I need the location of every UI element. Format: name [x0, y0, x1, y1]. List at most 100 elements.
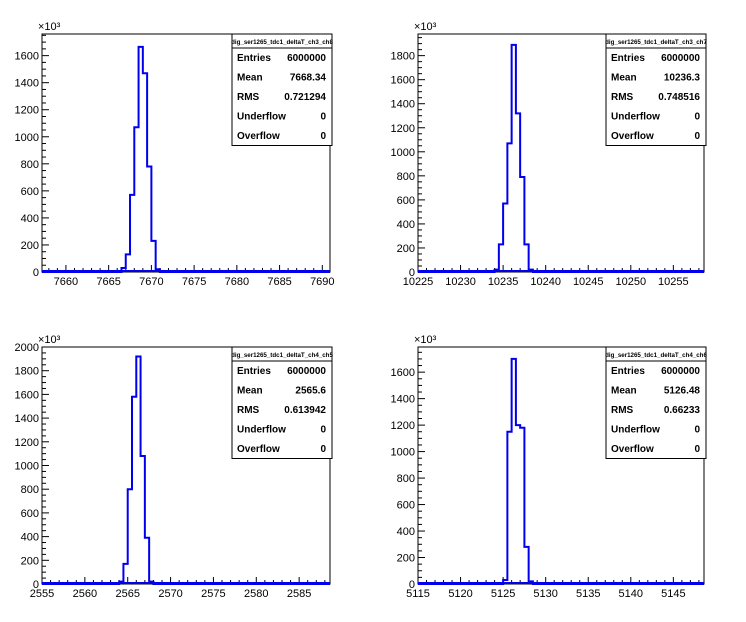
x-tick-label: 10235 [488, 276, 519, 288]
stats-box-frame [605, 33, 707, 146]
y-tick-label: 800 [397, 473, 415, 485]
stats-box-frame [605, 346, 707, 459]
y-tick-label: 0 [409, 267, 415, 279]
stats-label: Entries [237, 366, 271, 377]
y-tick-label: 2000 [15, 342, 39, 354]
y-tick-label: 1000 [15, 132, 39, 144]
y-tick-label: 1600 [391, 367, 415, 379]
x-tick-label: 7680 [225, 276, 249, 288]
x-tick-label: 2555 [30, 588, 54, 600]
stats-value: 0 [694, 425, 700, 436]
stats-value: 6000000 [287, 366, 326, 377]
y-tick-label: 1400 [391, 394, 415, 406]
histogram-pad-1: 7660 7665 7670 7675 7680 7685 7690 0 200 400 600 80… [15, 21, 335, 288]
histogram-pad-4: 5115 5120 5125 5130 5135 5140 5145 0 200 400 600 80… [391, 334, 708, 600]
x-tick-label: 7670 [139, 276, 163, 288]
stats-value: 6000000 [661, 53, 700, 64]
stats-label: RMS [611, 405, 634, 416]
stats-value: 0 [694, 112, 700, 123]
x-tick-label: 7665 [96, 276, 120, 288]
stats-box-title: dig_ser1265_tdc1_deltaT_ch3_ch7 [605, 39, 707, 46]
stats-box: dig_ser1265_tdc1_deltaT_ch3_ch7 Entries 60… [605, 33, 707, 146]
stats-value: 0 [320, 444, 326, 455]
x-tick-label: 5120 [448, 588, 472, 600]
stats-value: 0 [694, 444, 700, 455]
stats-box: dig_ser1265_tdc1_deltaT_ch4_ch6 Entries 60… [605, 346, 707, 459]
y-exponent-label: ×10³ [38, 21, 61, 33]
histogram-line [42, 45, 330, 273]
y-tick-label: 0 [409, 579, 415, 591]
histogram-line [42, 355, 330, 585]
stats-box: dig_ser1265_tdc1_deltaT_ch3_ch8 Entries 60… [231, 33, 333, 146]
stats-value: 0 [320, 112, 326, 123]
stats-label: Overflow [237, 131, 280, 142]
y-tick-label: 1000 [391, 447, 415, 459]
y-tick-label: 200 [21, 555, 39, 567]
y-tick-label: 600 [21, 508, 39, 520]
stats-value: 10236.3 [664, 73, 701, 84]
stats-label: Overflow [237, 444, 280, 455]
x-tick-label: 2565 [115, 588, 139, 600]
y-tick-label: 600 [397, 500, 415, 512]
stats-box: dig_ser1265_tdc1_deltaT_ch4_ch5 Entries 60… [231, 346, 333, 459]
stats-value: 0 [320, 131, 326, 142]
x-tick-label: 5135 [576, 588, 600, 600]
y-tick-label: 1400 [15, 413, 39, 425]
stats-value: 0 [694, 131, 700, 142]
stats-value: 0 [320, 425, 326, 436]
y-exponent-label: ×10³ [414, 334, 437, 346]
stats-label: Mean [611, 73, 637, 84]
x-tick-label: 10230 [445, 276, 476, 288]
y-exponent-label: ×10³ [38, 334, 61, 346]
stats-box-frame [231, 33, 333, 146]
stats-box-frame [231, 346, 333, 459]
histogram-pad-2: 10225 10230 10235 10240 10245 10250 10255 0 200 4… [391, 21, 708, 288]
y-tick-label: 400 [397, 219, 415, 231]
stats-label: Mean [237, 73, 263, 84]
x-tick-label: 10240 [530, 276, 561, 288]
x-tick-label: 7660 [54, 276, 78, 288]
stats-label: Underflow [237, 425, 286, 436]
y-tick-label: 1800 [391, 51, 415, 63]
x-tick-label: 7685 [267, 276, 291, 288]
y-tick-label: 1000 [15, 461, 39, 473]
histogram-line [418, 357, 704, 585]
histogram-line [418, 43, 704, 273]
x-tick-label: 5115 [406, 588, 430, 600]
y-tick-label: 0 [33, 579, 39, 591]
y-tick-label: 1200 [15, 105, 39, 117]
stats-box-title: dig_ser1265_tdc1_deltaT_ch3_ch8 [231, 39, 333, 46]
y-tick-label: 0 [33, 267, 39, 279]
y-tick-label: 400 [21, 213, 39, 225]
y-tick-label: 1600 [15, 51, 39, 63]
stats-label: RMS [237, 405, 260, 416]
stats-value: 6000000 [287, 53, 326, 64]
stats-value: 6000000 [661, 366, 700, 377]
stats-label: Mean [237, 386, 263, 397]
x-tick-label: 10245 [573, 276, 604, 288]
y-tick-label: 1000 [391, 147, 415, 159]
y-tick-label: 1400 [15, 78, 39, 90]
stats-value: 0.613942 [284, 405, 326, 416]
y-tick-label: 200 [397, 243, 415, 255]
stats-label: Entries [237, 53, 271, 64]
y-tick-label: 800 [21, 159, 39, 171]
x-tick-label: 2585 [287, 588, 311, 600]
y-tick-label: 800 [397, 171, 415, 183]
x-tick-label: 7690 [310, 276, 334, 288]
x-tick-label: 5145 [661, 588, 685, 600]
stats-value: 0.748516 [658, 92, 700, 103]
y-tick-label: 200 [21, 240, 39, 252]
x-tick-label: 10225 [403, 276, 434, 288]
stats-value: 0.66233 [664, 405, 701, 416]
stats-box-title: dig_ser1265_tdc1_deltaT_ch4_ch5 [231, 352, 333, 359]
stats-value: 2565.6 [295, 386, 326, 397]
x-tick-label: 2560 [73, 588, 97, 600]
histogram-pad-3: 2555 2560 2565 2570 2575 2580 2585 0 200 400 600 80… [15, 334, 334, 600]
y-tick-label: 1200 [391, 420, 415, 432]
x-tick-label: 7675 [182, 276, 206, 288]
x-tick-label: 2575 [201, 588, 225, 600]
x-tick-label: 2580 [244, 588, 268, 600]
y-tick-label: 1200 [15, 437, 39, 449]
stats-label: Entries [611, 53, 645, 64]
